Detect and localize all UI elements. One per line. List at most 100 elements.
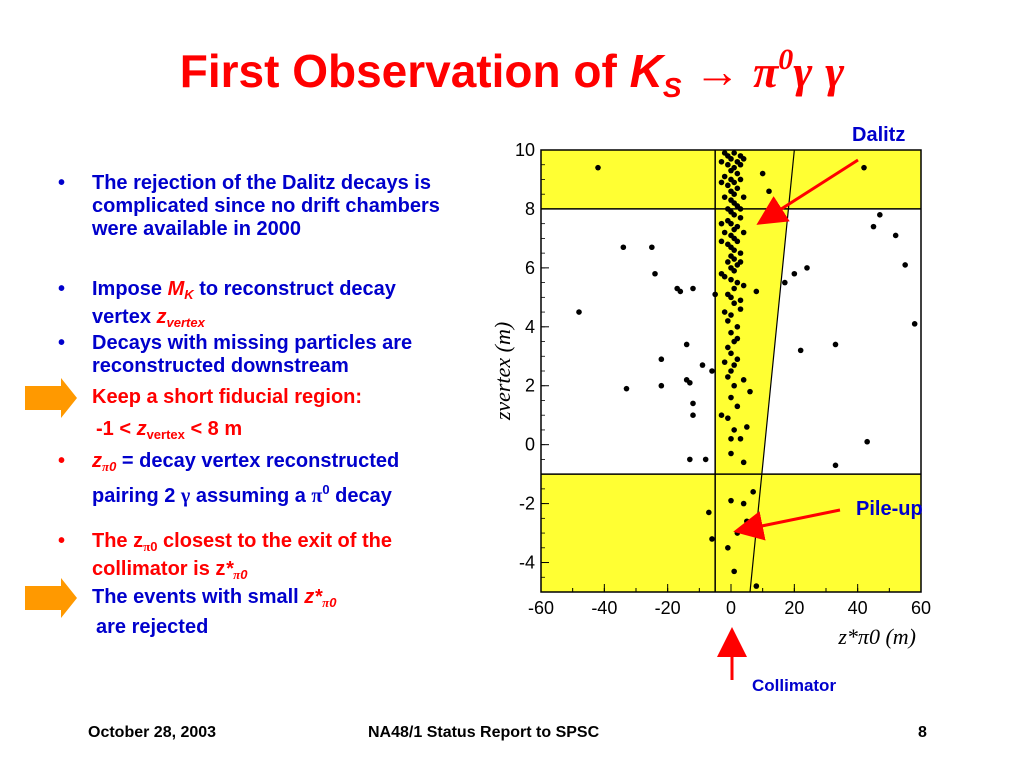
annotation-collimator: Collimator [752,676,837,695]
data-point [728,497,734,504]
bullet-4-pi: π [311,485,323,507]
range-text-b: < 8 m [184,418,243,440]
data-point [734,324,741,330]
bullet-5-sub-0: 0 [150,539,158,554]
data-point [709,536,715,542]
data-point [782,279,788,286]
data-point [731,268,737,274]
title-pi-sup: 0 [778,43,794,76]
events-sub-pi: π [322,595,330,610]
bullet-dot: • [58,332,66,354]
orange-arrow-icon [25,578,77,618]
bullet-5-star: * [225,558,234,580]
data-point [690,400,696,407]
data-point [728,435,734,442]
data-point [731,212,737,218]
data-point [747,388,753,395]
data-point [718,270,725,277]
data-point [725,374,731,380]
data-point [877,212,883,218]
data-point [744,424,750,430]
bullet-5-sub2-pi: π [233,567,241,582]
data-point [725,415,731,421]
events-sub-0: 0 [329,595,337,610]
x-tick-label: -20 [655,598,681,618]
bullet-dot: • [58,530,66,552]
bullet-5-text-a: The z [92,530,144,552]
data-point [702,456,709,463]
data-point [737,206,744,212]
y-tick-label: 8 [525,199,535,219]
data-point [740,500,747,507]
bullet-2-mk-sub: K [184,287,194,302]
data-point [737,259,744,265]
data-point [902,262,908,268]
data-point [737,161,744,168]
data-point [734,238,741,245]
x-tick-label: 20 [784,598,804,618]
data-point [728,294,734,301]
bullet-4-text-c: decay [329,485,392,507]
bullet-4-pi-sup: 0 [322,482,330,497]
title-k-sub: S [662,72,682,103]
bullet-5-text-b: closest to the exit of the collimator is… [92,530,392,580]
data-point [728,312,734,318]
data-point [731,285,737,292]
y-tick-label: 10 [515,140,535,160]
data-point [734,170,741,177]
bullet-2-text-b: to reconstruct decay vertex [92,278,396,328]
data-point [725,318,731,324]
x-axis-label: z*π0 (m) [837,624,916,649]
y-tick-label: 2 [525,376,535,396]
bullet-3: Decays with missing particles are recons… [92,332,413,377]
title-text: First Observation of [179,45,630,97]
data-point [721,359,728,365]
data-point [731,362,737,368]
data-point [728,350,734,357]
data-point [737,306,744,312]
data-point [706,509,712,516]
data-point [731,226,737,233]
data-point [740,377,747,383]
footer-date: October 28, 2003 [88,724,217,741]
data-point [832,341,839,348]
data-point [725,182,731,189]
data-point [731,300,737,307]
data-point [740,459,747,466]
range-z-sub: vertex [146,427,185,442]
title-pi: π [753,46,779,97]
data-point [740,156,747,162]
data-point [731,191,737,197]
bullet-dot: • [58,278,66,300]
data-point [728,394,734,401]
data-point [744,518,750,525]
events-z: z* [304,586,323,608]
data-point [731,382,737,389]
data-point [658,382,665,389]
data-point [718,220,725,227]
range-text-a: -1 < [96,418,137,440]
data-point [737,435,744,442]
data-point [725,344,731,351]
data-point [734,403,741,410]
data-point [731,256,737,262]
data-point [861,164,867,171]
data-point [699,362,706,368]
data-point [718,158,725,165]
data-point [718,238,725,245]
annotation-dalitz: Dalitz [852,124,906,146]
title-k: K [629,45,663,97]
data-point [737,250,744,256]
data-point [892,232,899,239]
bullet-2-text-a: Impose [92,278,168,300]
bullet-dot: • [58,172,66,194]
bullet-4-sub-pi: π [102,459,110,474]
data-point [737,176,744,183]
data-point [731,179,737,186]
data-point [731,247,737,253]
data-point [734,279,741,286]
bullet-4: zπ0 = decay vertex reconstructed pairing… [92,450,432,508]
data-point [731,164,737,171]
data-point [725,545,731,551]
